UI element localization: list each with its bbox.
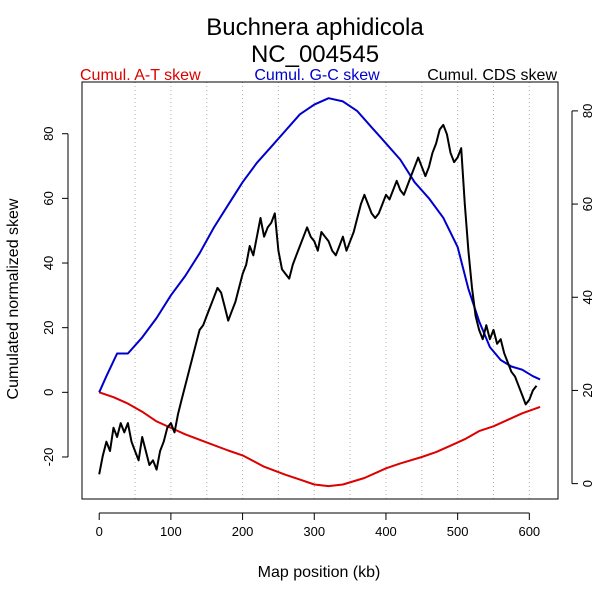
x-tick-label: 200 bbox=[232, 524, 254, 539]
chart-title: Buchnera aphidicola bbox=[206, 14, 424, 41]
x-tick-label: 300 bbox=[303, 524, 325, 539]
series-line-cumul-a-t-skew bbox=[98, 391, 541, 488]
y-tick-label: 60 bbox=[41, 191, 56, 205]
y-axis-label: Cumulated normalized skew bbox=[5, 198, 22, 399]
x-axis-label: Map position (kb) bbox=[258, 564, 381, 581]
x-tick-label: 0 bbox=[96, 524, 103, 539]
y-tick-label: 0 bbox=[41, 389, 56, 396]
axis-layer: 0 100 200 300 400 500 600 -20 0 20 40 60 80 0 20 40 60 80 bbox=[41, 104, 595, 539]
legend-gc-skew: Cumul. G-C skew bbox=[254, 67, 380, 84]
legend-at-skew: Cumul. A-T skew bbox=[80, 67, 201, 84]
y-tick-label: -20 bbox=[41, 448, 56, 467]
grid-layer bbox=[134, 82, 530, 499]
y2-tick-label: 0 bbox=[580, 480, 595, 487]
y-tick-label: 40 bbox=[41, 256, 56, 270]
chart-subtitle: NC_004545 bbox=[251, 41, 379, 68]
y-tick-label: 80 bbox=[41, 126, 56, 140]
series-line-cumul-g-c-skew bbox=[98, 97, 541, 393]
x-tick-label: 100 bbox=[160, 524, 182, 539]
y2-tick-label: 80 bbox=[580, 104, 595, 118]
y-tick-label: 20 bbox=[41, 320, 56, 334]
y2-tick-label: 60 bbox=[580, 197, 595, 211]
series-line-cumul-cds-skew bbox=[98, 123, 538, 475]
plot-frame bbox=[81, 81, 559, 500]
y2-tick-label: 20 bbox=[580, 383, 595, 397]
series-layer bbox=[98, 97, 541, 488]
legend-cds-skew: Cumul. CDS skew bbox=[427, 67, 557, 84]
x-tick-label: 400 bbox=[375, 524, 397, 539]
x-tick-label: 500 bbox=[447, 524, 469, 539]
y2-tick-label: 40 bbox=[580, 290, 595, 304]
x-tick-label: 600 bbox=[518, 524, 540, 539]
